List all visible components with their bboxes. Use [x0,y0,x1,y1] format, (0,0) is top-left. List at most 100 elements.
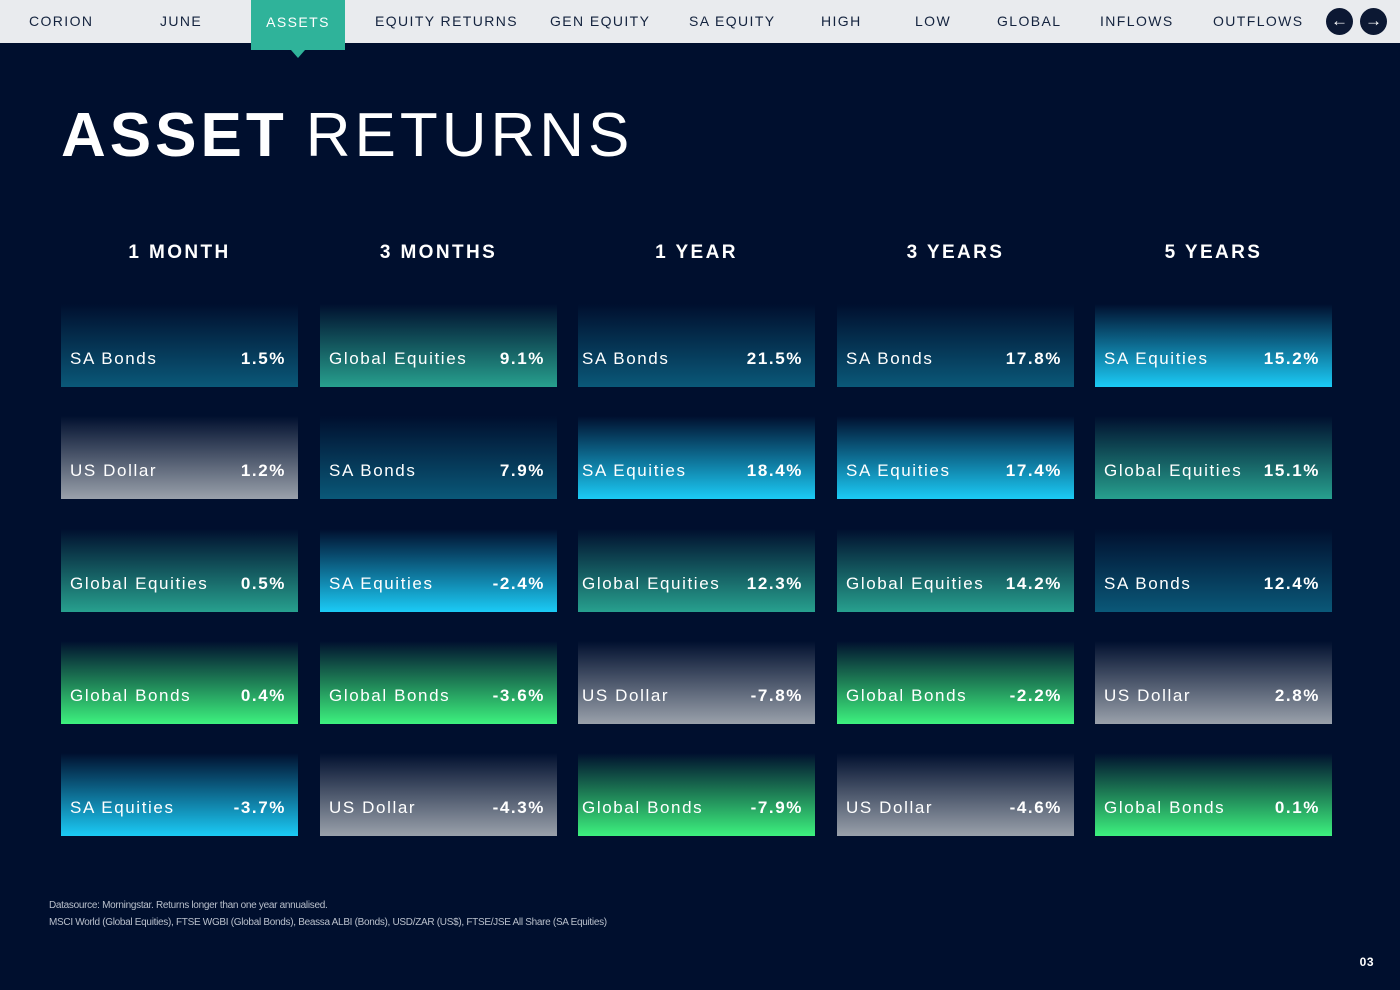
page-number: 03 [1359,955,1374,969]
return-value: 21.5% [746,349,803,368]
return-value: 15.2% [1263,349,1320,368]
return-tile: SA Equities 18.4% [578,416,815,499]
return-value: 2.8% [1274,686,1320,705]
asset-name: Global Bonds [582,798,704,817]
return-value: -3.7% [233,798,286,817]
asset-name: Global Bonds [846,686,968,705]
return-tile: Global Bonds -7.9% [578,753,815,836]
return-tile: SA Equities -3.7% [61,753,298,836]
return-tile: Global Equities 9.1% [320,304,557,387]
return-tile: Global Equities 14.2% [837,529,1074,612]
return-value: 1.5% [240,349,286,368]
return-tile: US Dollar -4.3% [320,753,557,836]
asset-name: US Dollar [329,798,417,817]
asset-name: Global Bonds [329,686,451,705]
nav-item-low[interactable]: LOW [915,13,952,29]
return-tile: Global Bonds 0.1% [1095,753,1332,836]
column-header-5-years: 5 YEARS [1164,242,1263,263]
asset-name: SA Equities [582,461,687,480]
return-tile: Global Equities 0.5% [61,529,298,612]
asset-name: SA Bonds [582,349,670,368]
asset-name: Global Equities [329,349,468,368]
return-tile: SA Bonds 7.9% [320,416,557,499]
return-tile: Global Bonds 0.4% [61,641,298,724]
asset-name: SA Bonds [846,349,934,368]
nav-item-global[interactable]: GLOBAL [997,13,1062,29]
return-value: 0.5% [240,574,286,593]
return-tile: Global Equities 15.1% [1095,416,1332,499]
asset-name: Global Equities [1104,461,1243,480]
return-value: -4.6% [1009,798,1062,817]
return-value: -4.3% [492,798,545,817]
column-header-3-months: 3 MONTHS [379,242,498,263]
return-value: 0.4% [240,686,286,705]
return-tile: SA Bonds 1.5% [61,304,298,387]
return-tile: US Dollar -7.8% [578,641,815,724]
column-header-1-year: 1 YEAR [655,242,738,263]
top-nav: CORION JUNE ASSETS EQUITY RETURNS GEN EQ… [0,0,1400,58]
nav-item-june[interactable]: JUNE [160,13,203,29]
return-value: -7.9% [750,798,803,817]
asset-name: Global Equities [582,574,721,593]
return-value: 1.2% [240,461,286,480]
nav-item-assets[interactable]: ASSETS [251,0,345,58]
asset-name: SA Equities [70,798,175,817]
return-tile: SA Bonds 17.8% [837,304,1074,387]
return-tile: SA Equities 17.4% [837,416,1074,499]
return-value: -2.2% [1009,686,1062,705]
return-value: -2.4% [492,574,545,593]
return-value: 0.1% [1274,798,1320,817]
return-tile: US Dollar -4.6% [837,753,1074,836]
page-title-light: RETURNS [305,101,634,170]
asset-name: SA Bonds [329,461,417,480]
return-tile: US Dollar 1.2% [61,416,298,499]
return-tile: SA Equities -2.4% [320,529,557,612]
asset-name: US Dollar [70,461,158,480]
nav-item-gen-equity[interactable]: GEN EQUITY [550,13,651,29]
asset-name: SA Bonds [1104,574,1192,593]
asset-name: SA Equities [329,574,434,593]
asset-name: US Dollar [846,798,934,817]
nav-item-corion[interactable]: CORION [29,13,94,29]
return-tile: US Dollar 2.8% [1095,641,1332,724]
column-header-1-month: 1 MONTH [128,242,231,263]
arrow-left-icon[interactable]: ← [1326,8,1353,35]
nav-item-outflows[interactable]: OUTFLOWS [1213,13,1304,29]
return-tile: Global Equities 12.3% [578,529,815,612]
asset-name: Global Equities [846,574,985,593]
page-title: ASSET RETURNS [61,103,633,169]
return-value: -7.8% [750,686,803,705]
footnote-indices: MSCI World (Global Equities), FTSE WGBI … [49,917,607,928]
nav-item-sa-equity[interactable]: SA EQUITY [689,13,776,29]
return-value: 17.4% [1005,461,1062,480]
return-value: 14.2% [1005,574,1062,593]
asset-name: Global Equities [70,574,209,593]
return-value: 12.4% [1263,574,1320,593]
return-tile: SA Equities 15.2% [1095,304,1332,387]
asset-name: SA Bonds [70,349,158,368]
asset-name: US Dollar [1104,686,1192,705]
return-tile: SA Bonds 12.4% [1095,529,1332,612]
nav-item-high[interactable]: HIGH [821,13,862,29]
asset-name: US Dollar [582,686,670,705]
asset-name: Global Bonds [70,686,192,705]
return-value: 15.1% [1263,461,1320,480]
page-title-bold: ASSET [61,101,288,170]
return-value: 9.1% [499,349,545,368]
asset-name: SA Equities [1104,349,1209,368]
column-header-3-years: 3 YEARS [906,242,1005,263]
asset-name: Global Bonds [1104,798,1226,817]
return-value: 17.8% [1005,349,1062,368]
arrow-right-icon[interactable]: → [1360,8,1387,35]
nav-item-equity-returns[interactable]: EQUITY RETURNS [375,13,519,29]
return-tile: Global Bonds -2.2% [837,641,1074,724]
return-value: 18.4% [746,461,803,480]
return-value: 7.9% [499,461,545,480]
footnote-datasource: Datasource: Morningstar. Returns longer … [49,900,328,911]
return-value: 12.3% [746,574,803,593]
return-tile: SA Bonds 21.5% [578,304,815,387]
return-value: -3.6% [492,686,545,705]
return-tile: Global Bonds -3.6% [320,641,557,724]
nav-item-inflows[interactable]: INFLOWS [1100,13,1174,29]
asset-name: SA Equities [846,461,951,480]
